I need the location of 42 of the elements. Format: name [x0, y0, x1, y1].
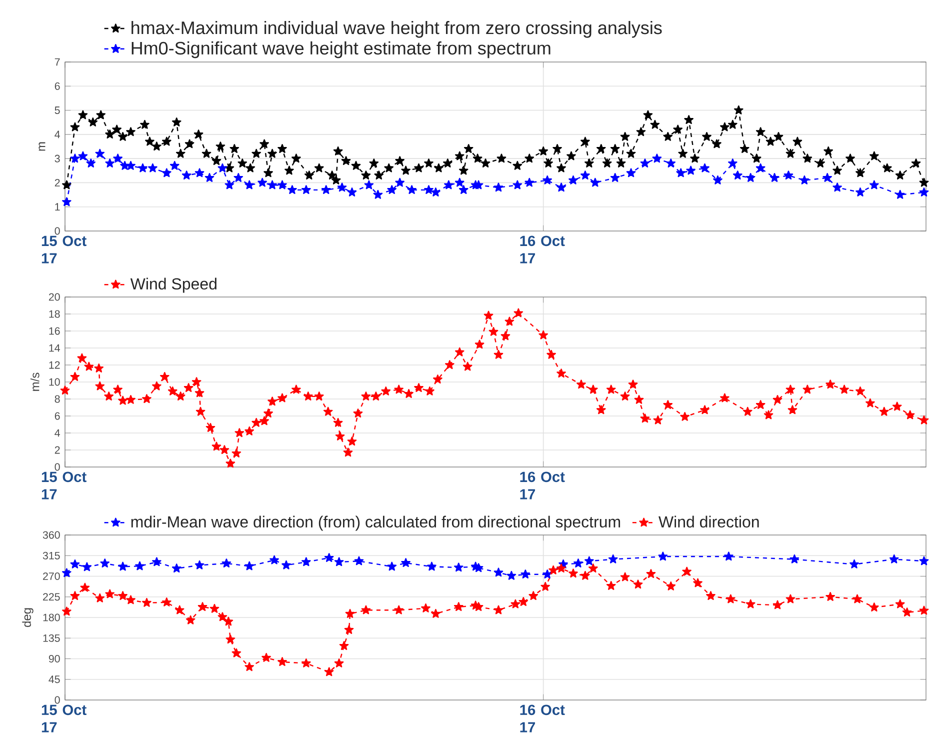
x-tick-label: 15 Oct 17 [42, 236, 86, 264]
legend-label: Wind direction [658, 516, 759, 528]
y-tick-label: 4 [54, 130, 60, 138]
legend-label: hmax-Maximum individual wave height from zero crossing analysis [132, 20, 662, 38]
legend-label: Hm0-Significant wave height estimate from spectrum [132, 41, 550, 58]
y-tick-label: 4 [54, 429, 60, 437]
x-tick-label: 16 Oct 17 [520, 236, 565, 264]
legend-label: mdir-Mean wave direction (from) calculated from directional spectrum [131, 516, 620, 531]
y-tick-label: 0 [54, 463, 60, 471]
y-tick-label: 10 [49, 378, 60, 386]
y-tick-label: 0 [54, 696, 60, 704]
y-tick-label: 315 [42, 552, 60, 560]
x-tick-label: 16 Oct 17 [520, 472, 565, 500]
y-tick-label: 0 [54, 227, 60, 235]
y-tick-label: 14 [49, 344, 60, 352]
y-tick-label: 20 [48, 293, 60, 301]
x-tick-label: 16 Oct 17 [520, 704, 565, 732]
y-tick-label: 270 [43, 572, 60, 580]
y-tick-label: 3 [54, 154, 60, 162]
x-tick-label: 15 Oct 17 [42, 472, 86, 500]
y-tick-label: 180 [43, 614, 60, 622]
y-tick-label: 18 [49, 310, 60, 318]
y-tick-label: 1 [55, 203, 60, 211]
y-tick-label: 12 [49, 361, 60, 369]
y-tick-label: 6 [54, 82, 60, 90]
y-tick-label: 5 [54, 106, 60, 114]
legend-label: Wind Speed [130, 278, 216, 293]
y-tick-label: 135 [43, 634, 60, 642]
y-axis-title: deg [22, 608, 34, 627]
y-tick-label: 7 [54, 58, 60, 66]
y-axis-title: m [38, 142, 46, 151]
y-tick-label: 2 [54, 446, 60, 454]
y-tick-label: 16 [49, 327, 60, 335]
x-tick-label: 15 Oct 17 [42, 704, 86, 732]
y-tick-label: 2 [54, 178, 60, 186]
y-tick-label: 360 [42, 531, 60, 539]
y-tick-label: 8 [54, 395, 60, 403]
y-tick-label: 45 [48, 676, 60, 684]
y-tick-label: 225 [43, 593, 60, 601]
y-tick-label: 6 [54, 412, 60, 420]
y-tick-label: 90 [48, 654, 60, 663]
y-axis-title: m/s [30, 372, 40, 391]
